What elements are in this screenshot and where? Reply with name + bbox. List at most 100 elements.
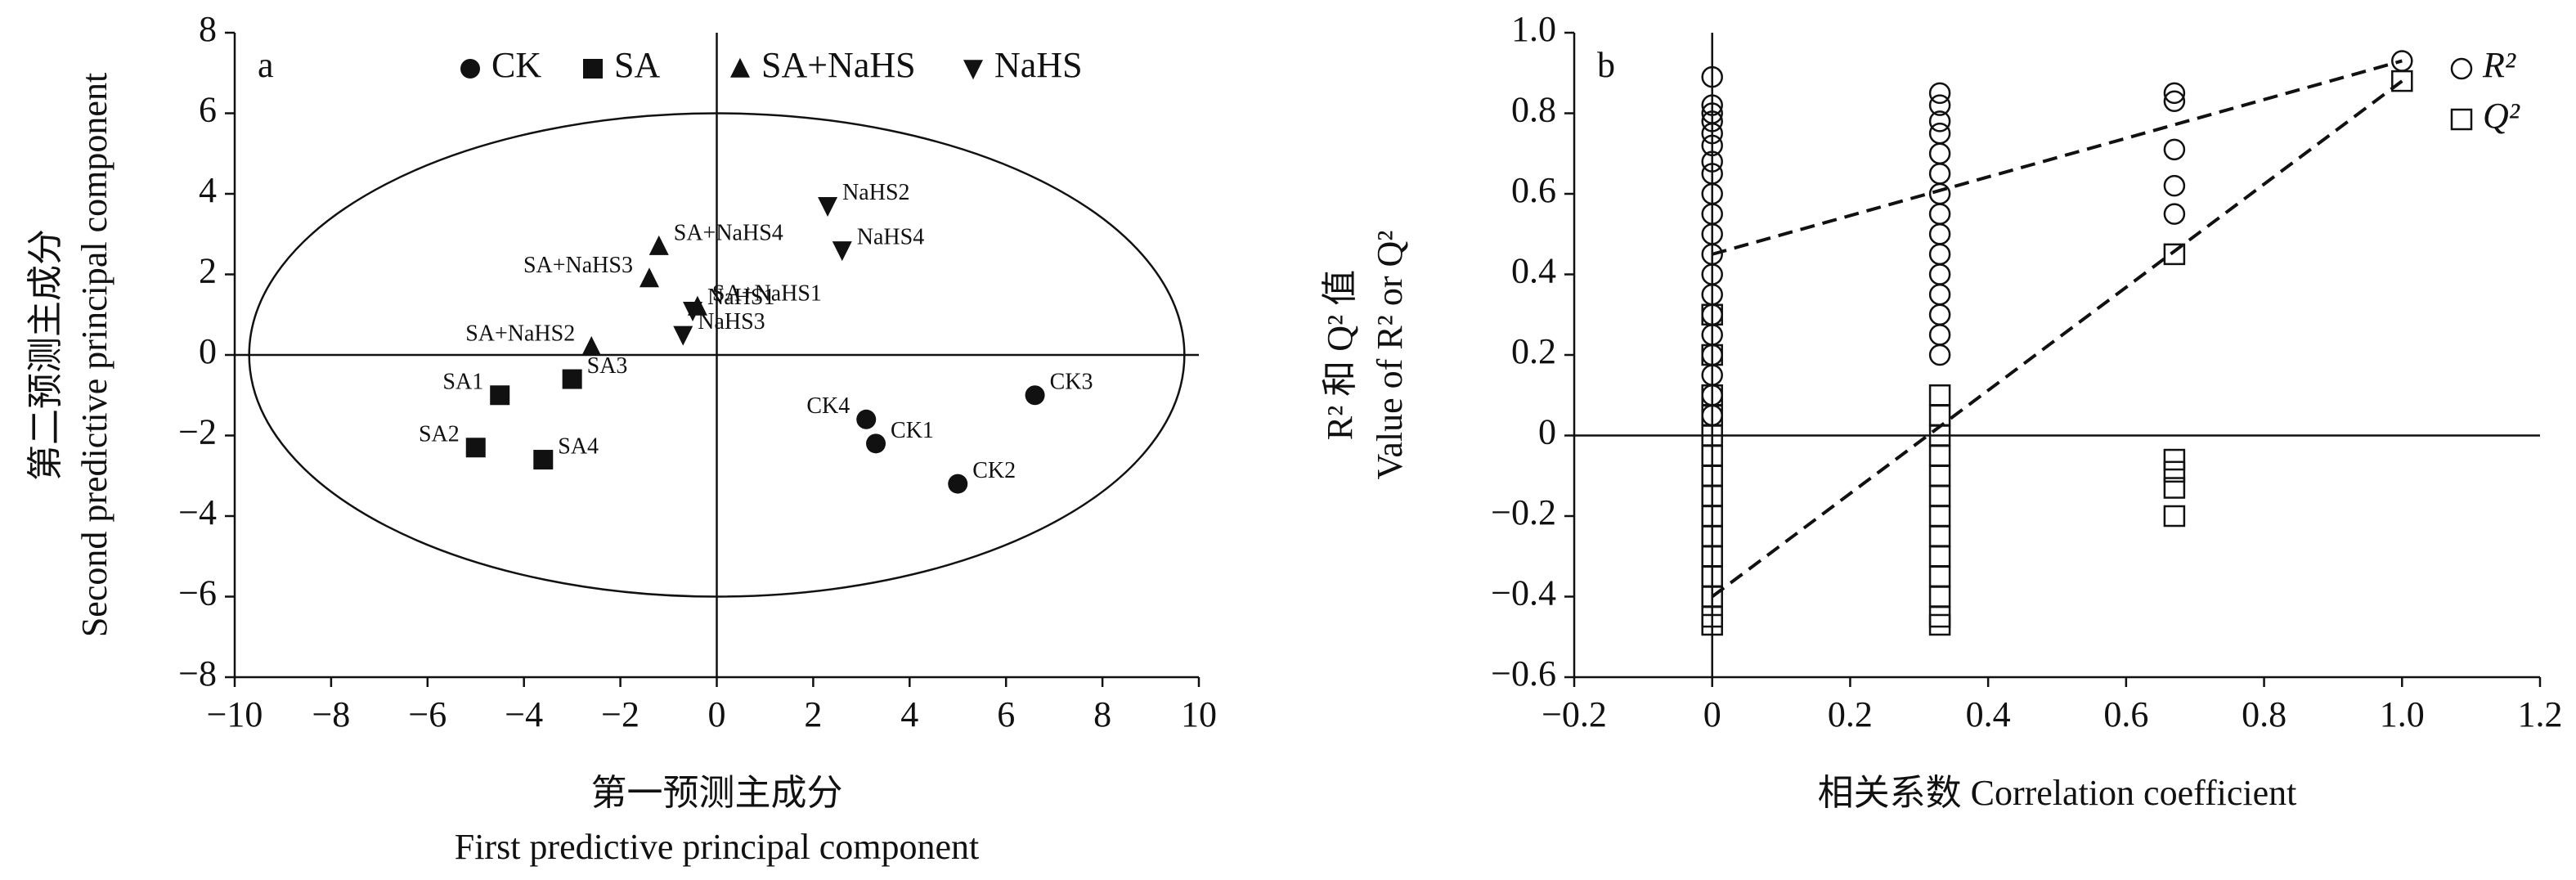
point — [1928, 505, 1951, 528]
x-tick-label: 2 — [804, 694, 822, 734]
x-tick-label: 0 — [708, 694, 726, 734]
point — [866, 433, 886, 454]
y-axis-label: R² 和 Q² 值 — [1320, 270, 1360, 441]
y-tick-label: −2 — [178, 412, 217, 452]
point-label: NaHS3 — [698, 309, 765, 334]
point — [1928, 142, 1951, 164]
y-tick-label: −6 — [178, 573, 217, 613]
point — [648, 235, 669, 255]
point — [856, 409, 877, 429]
x-tick-label: −2 — [601, 694, 640, 734]
y-tick-label: 0.2 — [1511, 331, 1556, 371]
point — [673, 326, 693, 346]
x-tick-label: −0.2 — [1542, 694, 1607, 734]
point — [1701, 303, 1723, 326]
y-tick-label: 0.6 — [1511, 170, 1556, 210]
point — [1701, 134, 1723, 157]
y-axis-label: Value of R² or Q² — [1370, 231, 1410, 480]
legend-marker — [730, 57, 750, 78]
x-tick-label: 0 — [1703, 694, 1721, 734]
y-tick-label: 8 — [199, 9, 217, 49]
point-label: NaHS4 — [857, 224, 924, 249]
fit-line — [1712, 59, 2403, 256]
point — [1701, 122, 1723, 145]
point — [1701, 94, 1723, 116]
point — [1928, 163, 1951, 185]
legend-marker — [2450, 108, 2473, 131]
point-label: SA+NaHS1 — [712, 281, 822, 306]
point-label: SA+NaHS4 — [674, 220, 783, 245]
point — [639, 267, 659, 288]
x-tick-label: 0.4 — [1966, 694, 2011, 734]
point — [2163, 243, 2186, 266]
y-tick-label: −0.6 — [1491, 653, 1556, 694]
panel-label: b — [1597, 45, 1615, 85]
y-tick-label: −8 — [178, 653, 217, 694]
point — [1928, 546, 1951, 568]
point — [1701, 613, 1723, 636]
point-label: SA2 — [419, 422, 460, 447]
y-tick-label: 0.4 — [1511, 251, 1556, 291]
x-axis-label: 第一预测主成分 — [591, 773, 843, 813]
x-tick-label: 10 — [1181, 694, 1217, 734]
legend-marker — [963, 60, 983, 80]
legend-label: R² — [2482, 45, 2516, 85]
point — [490, 385, 510, 406]
point — [1928, 203, 1951, 225]
point — [2163, 505, 2186, 528]
point — [2163, 82, 2186, 105]
x-tick-label: 0.2 — [1828, 694, 1873, 734]
point-label: SA+NaHS3 — [523, 253, 633, 278]
point — [1928, 110, 1951, 132]
point — [2163, 448, 2186, 471]
point-label: CK3 — [1050, 370, 1093, 395]
point — [1701, 110, 1723, 132]
point — [1928, 485, 1951, 507]
point-label: CK4 — [806, 393, 850, 419]
y-tick-label: 2 — [199, 251, 217, 291]
point — [818, 196, 838, 217]
point-label: NaHS2 — [842, 180, 909, 205]
point — [1928, 122, 1951, 145]
point-label: SA+NaHS2 — [465, 321, 575, 347]
point — [1928, 343, 1951, 366]
y-axis-label: Second predictive principal component — [74, 73, 114, 637]
panel-label: a — [258, 45, 274, 85]
fit-line — [1711, 79, 2403, 599]
y-tick-label: 0 — [1538, 412, 1556, 452]
y-tick-label: 6 — [199, 90, 217, 130]
point — [2391, 70, 2413, 92]
point — [832, 241, 852, 262]
point-label: NaHS1 — [707, 285, 774, 310]
point — [2391, 50, 2413, 72]
y-tick-label: −4 — [178, 492, 217, 532]
point — [1928, 94, 1951, 116]
legend-label: NaHS — [994, 45, 1083, 85]
y-tick-label: 1.0 — [1511, 9, 1556, 49]
point — [1701, 150, 1723, 173]
point — [2163, 174, 2186, 197]
y-tick-label: 0.8 — [1511, 90, 1556, 130]
x-tick-label: 1.2 — [2518, 694, 2563, 734]
point — [1025, 385, 1045, 406]
legend-marker — [460, 59, 480, 79]
point — [2163, 203, 2186, 225]
point-label: CK1 — [891, 418, 934, 443]
confidence-ellipse — [248, 112, 1186, 598]
point — [1928, 565, 1951, 588]
point — [1928, 303, 1951, 326]
y-tick-label: 4 — [199, 170, 217, 210]
legend-marker — [2450, 57, 2473, 80]
legend-label: CK — [491, 45, 541, 85]
point-label: SA1 — [442, 370, 483, 395]
x-tick-label: −6 — [408, 694, 447, 734]
point — [2163, 477, 2186, 499]
point — [1928, 465, 1951, 487]
point — [562, 369, 582, 389]
y-tick-label: −0.2 — [1491, 492, 1556, 532]
x-tick-label: 1.0 — [2380, 694, 2425, 734]
point — [1701, 65, 1723, 88]
point — [683, 302, 703, 322]
point — [1928, 283, 1951, 306]
